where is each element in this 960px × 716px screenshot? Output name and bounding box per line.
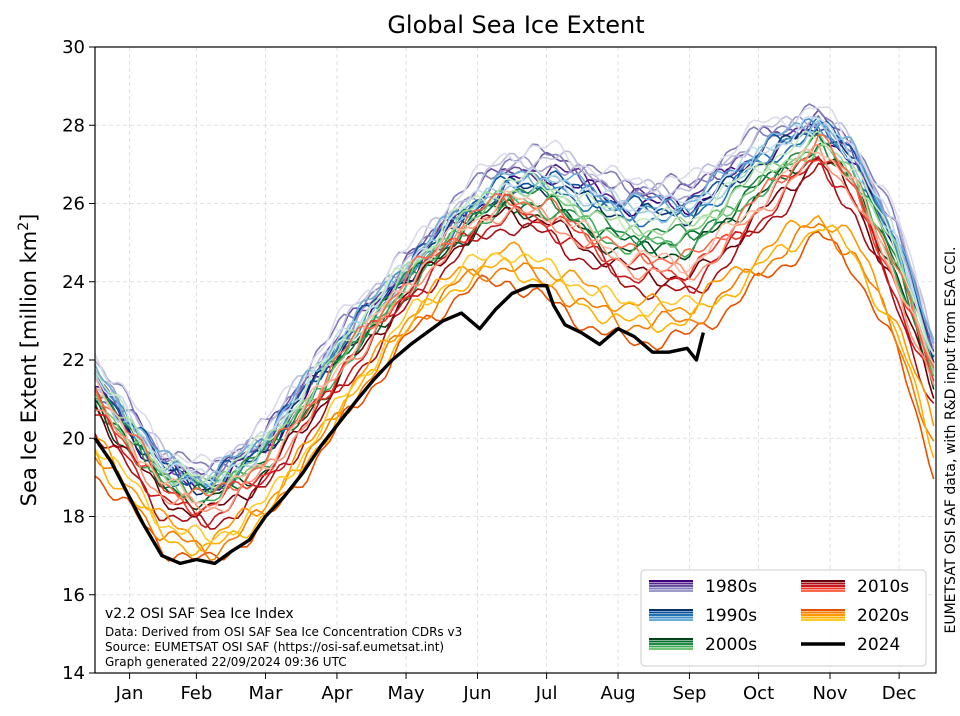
- decade-year-line-2000s: [94, 141, 935, 498]
- legend-label: 1990s: [705, 606, 757, 626]
- decade-year-line-1990s: [94, 115, 935, 484]
- legend-item-1980s: 1980s: [649, 577, 757, 597]
- x-axis-ticks: Jan Feb Mar Apr May Jun Jul Aug Sep Oct Nov Dec: [115, 673, 917, 704]
- decade-year-line-2000s: [94, 130, 935, 489]
- y-tick-label: 30: [62, 37, 85, 58]
- series-2024-line: [93, 284, 705, 566]
- decade-year-line-2020s: [94, 214, 935, 552]
- decade-year-line-2010s: [94, 143, 935, 514]
- chart-title: Global Sea Ice Extent: [387, 11, 644, 39]
- decade-year-line-2010s: [94, 159, 935, 516]
- decade-year-line-1990s: [94, 121, 935, 488]
- plot-area: [93, 46, 937, 674]
- legend-label: 2000s: [705, 635, 757, 655]
- info-box: v2.2 OSI SAF Sea Ice Index Data: Derived…: [105, 606, 462, 669]
- decade-year-line-2010s: [94, 133, 935, 501]
- legend-item-1990s: 1990s: [649, 606, 757, 626]
- info-line-4: Graph generated 22/09/2024 09:36 UTC: [105, 655, 347, 669]
- x-tick-label: Dec: [882, 683, 917, 704]
- legend-item-2020s: 2020s: [801, 606, 909, 626]
- y-tick-label: 28: [62, 115, 85, 136]
- x-tick-label: Nov: [812, 683, 847, 704]
- x-tick-label: Mar: [249, 683, 284, 704]
- x-tick-label: Sep: [672, 683, 706, 704]
- series-2024-group: [93, 284, 705, 566]
- x-tick-label: May: [387, 683, 425, 704]
- y-tick-label: 22: [62, 350, 85, 371]
- info-line-1: v2.2 OSI SAF Sea Ice Index: [105, 606, 294, 622]
- legend-item-2010s: 2010s: [801, 577, 909, 597]
- y-tick-label: 16: [62, 585, 85, 606]
- x-tick-label: Apr: [321, 683, 353, 704]
- legend-label: 1980s: [705, 577, 757, 597]
- decade-year-line-2020s: [94, 224, 935, 557]
- credit-text: EUMETSAT OSI SAF data, with R&D input fr…: [943, 246, 959, 633]
- decade-year-line-2010s: [94, 148, 935, 509]
- legend-label: 2024: [857, 635, 900, 655]
- decade-year-line-2000s: [94, 130, 935, 487]
- decade-year-line-2020s: [94, 252, 704, 543]
- x-tick-label: Jun: [462, 683, 491, 704]
- legend-frame: [640, 569, 927, 667]
- y-tick-label: 14: [62, 663, 85, 684]
- y-axis-label-sup: 2: [16, 222, 32, 231]
- info-line-3: Source: EUMETSAT OSI SAF (https://osi-sa…: [105, 640, 444, 654]
- x-tick-label: Feb: [180, 683, 212, 704]
- legend: 1980s 1990s 2000s 2010s 2020s 2024: [640, 569, 927, 667]
- y-tick-label: 20: [62, 428, 85, 449]
- y-tick-label: 26: [62, 194, 85, 215]
- legend-label: 2020s: [857, 606, 909, 626]
- info-line-2: Data: Derived from OSI SAF Sea Ice Conce…: [105, 625, 462, 639]
- decade-year-line-2010s: [94, 156, 935, 518]
- y-axis-ticks: 14 16 18 20 22 24 26 28 30: [62, 37, 95, 684]
- legend-item-2000s: 2000s: [649, 635, 757, 655]
- x-tick-label: Jul: [535, 683, 558, 704]
- decade-series-lines: [94, 103, 935, 562]
- x-tick-label: Oct: [743, 683, 774, 704]
- y-axis-label: Sea Ice Extent [million km2]: [16, 214, 41, 507]
- y-tick-label: 24: [62, 272, 85, 293]
- x-tick-label: Aug: [600, 683, 635, 704]
- x-tick-label: Jan: [115, 683, 144, 704]
- legend-item-2024: 2024: [801, 635, 900, 655]
- y-axis-label-main: Sea Ice Extent [million km: [17, 231, 41, 507]
- legend-label: 2010s: [857, 577, 909, 597]
- y-tick-label: 18: [62, 507, 85, 528]
- decade-year-line-1980s: [94, 108, 935, 477]
- y-axis-label-end: ]: [17, 214, 41, 222]
- decade-year-line-1980s: [94, 116, 935, 490]
